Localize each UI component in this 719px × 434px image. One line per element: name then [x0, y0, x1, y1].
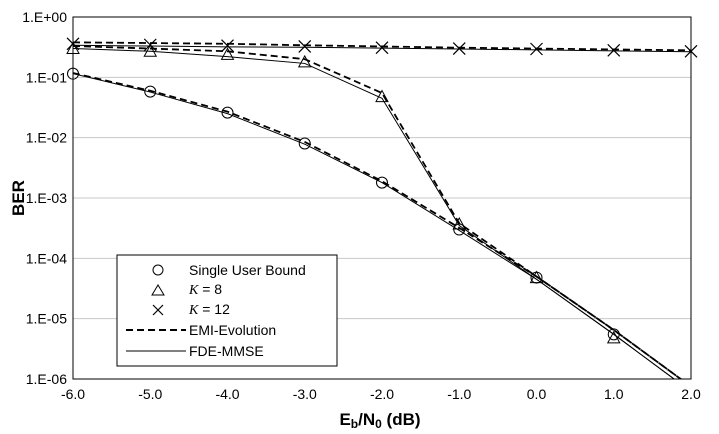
legend-triangle-marker	[151, 284, 165, 296]
y-tick-label: 1.E-06	[26, 371, 67, 387]
legend-circle-marker	[152, 264, 164, 276]
x-tick-label: 2.0	[681, 386, 701, 402]
y-tick-labels: 1.E-06 1.E-05 1.E-04 1.E-03 1.E-02 1.E-01 1.E+…	[22, 9, 67, 387]
x-tick-label: -3.0	[293, 386, 317, 402]
fde-mmse-line-1	[73, 48, 675, 379]
k8-point	[143, 44, 158, 57]
legend-box	[116, 254, 338, 367]
emi-evolution-line-2	[73, 41, 691, 52]
single-user-bound-point	[607, 328, 620, 341]
y-tick-label: 1.E-02	[26, 130, 67, 146]
k8-point	[606, 330, 621, 344]
k8-point	[375, 89, 389, 103]
emi-evolution-line-0	[73, 72, 683, 379]
single-user-bound-point	[67, 67, 79, 80]
legend-x-marker	[152, 304, 164, 316]
legend-label-single-user: Single User Bound	[189, 262, 306, 278]
legend: Single User Bound K = 8 K = 12 EMI-Evolu…	[116, 254, 338, 367]
legend-label-k12: K = 12	[188, 301, 230, 318]
k8-point	[297, 54, 312, 68]
x-axis-label-unit: (dB)	[382, 410, 421, 429]
x-tick-label: 0.0	[527, 386, 547, 402]
x-tick-label: -1.0	[447, 386, 471, 402]
x-axis-label-sub-b: b	[351, 417, 358, 431]
k8-point	[220, 47, 235, 60]
legend-label-k8-rest: = 8	[198, 281, 222, 297]
legend-label-k8: K = 8	[188, 281, 222, 298]
x-axis-label-sub-0: 0	[375, 417, 382, 431]
x-tick-label: -2.0	[370, 386, 394, 402]
k12-point	[221, 39, 234, 53]
emi-evolution-line-1	[73, 45, 683, 379]
legend-label-k12-k: K	[188, 303, 199, 318]
y-tick-label: 1.E+00	[22, 9, 67, 25]
single-user-bound-point	[144, 85, 157, 98]
k8-point	[529, 270, 544, 284]
k12-point	[684, 44, 698, 58]
k12-point	[298, 40, 312, 53]
single-user-bound-point	[298, 137, 311, 150]
y-axis-label: BER	[9, 180, 28, 216]
k8-point	[452, 217, 467, 230]
k12-point	[530, 42, 543, 56]
single-user-bound-point	[376, 176, 388, 189]
x-tick-label: 1.0	[604, 386, 624, 402]
k12-point	[375, 41, 389, 55]
legend-label-k8-k: K	[188, 283, 199, 298]
x-axis-label: Eb/N0 (dB)	[339, 410, 420, 431]
legend-label-emi: EMI-Evolution	[189, 322, 276, 338]
single-user-bound-point	[221, 106, 234, 119]
x-tick-label: -6.0	[61, 386, 85, 402]
x-axis-label-n: /N	[358, 410, 375, 429]
x-tick-labels: -6.0 -5.0 -4.0 -3.0 -2.0 -1.0 0.0 1.0 2.0	[61, 386, 701, 402]
k8-point	[66, 41, 80, 55]
x-tick-label: -4.0	[215, 386, 239, 402]
x-axis-label-e: E	[339, 410, 350, 429]
k12-point	[452, 42, 466, 55]
legend-label-k12-rest: = 12	[198, 301, 230, 317]
k12-point	[66, 37, 80, 51]
y-tick-label: 1.E-04	[26, 250, 67, 266]
k12-point	[143, 38, 157, 52]
y-tick-label: 1.E-05	[26, 311, 67, 327]
x-tick-label: -5.0	[138, 386, 162, 402]
y-tick-label: 1.E-01	[26, 69, 67, 85]
series-markers	[66, 37, 698, 344]
k12-point	[607, 43, 621, 57]
plot-area-frame	[72, 16, 692, 380]
series-lines	[73, 41, 691, 379]
y-tick-label: 1.E-03	[26, 190, 67, 206]
legend-label-fde: FDE-MMSE	[189, 343, 264, 359]
